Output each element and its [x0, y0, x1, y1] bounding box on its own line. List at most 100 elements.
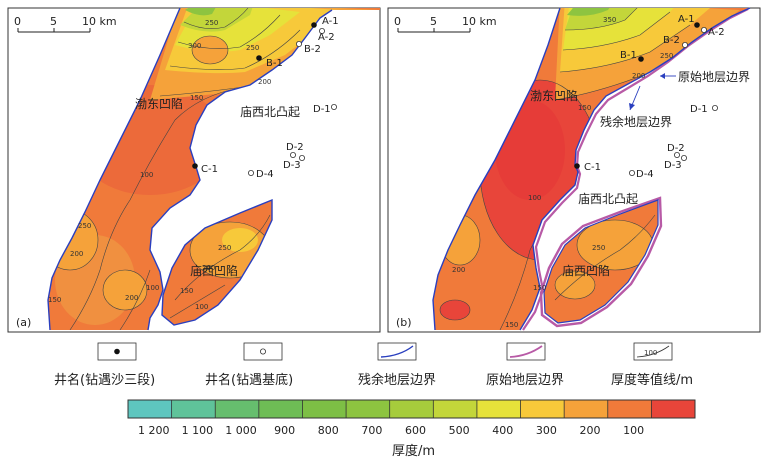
- contour-label: 250: [660, 52, 673, 60]
- well-label: B-1: [620, 50, 637, 61]
- well-label: D-2: [667, 143, 685, 154]
- legend-item-contour-line: 100 厚度等值线/m: [611, 342, 693, 388]
- contour-label: 250: [592, 244, 605, 252]
- well-marker-open: [674, 151, 681, 158]
- region-label-bodong: 渤东凹陷: [530, 88, 578, 103]
- colorbar-tick-label: 100: [623, 424, 644, 437]
- wells-a: A-1 A-2 B-1 B-2 C-1 D-1 D-2 D-3 D-4: [192, 16, 339, 180]
- colorbar-swatch: [607, 400, 652, 418]
- panel-b: 0 5 10 km: [387, 7, 761, 333]
- well-label: D-4: [636, 169, 654, 180]
- well-label: A-1: [322, 16, 339, 27]
- well-marker-open: [330, 104, 337, 111]
- colorbar-ticks: 1 200 1 100 1 000 900 800 700 600 500 400 300 200 1…: [138, 400, 652, 437]
- contour-label: 100: [146, 284, 159, 292]
- legend-item-open-circle: 井名(钻遇基底): [205, 342, 293, 388]
- well-label: D-1: [690, 104, 708, 115]
- well-marker-open: [682, 42, 689, 49]
- contour-label: 250: [246, 44, 259, 52]
- colorbar-tick-label: 700: [361, 424, 382, 437]
- contour-label: 200: [202, 264, 215, 272]
- wells-b: A-1 A-2 B-1 B-2 C-1 D-1 D-2 D-3 D-4: [574, 14, 725, 180]
- well-marker-open: [318, 27, 325, 34]
- colorbar-tick-label: 200: [579, 424, 600, 437]
- colorbar-swatch: [215, 400, 260, 418]
- annotation-residual-boundary: 残余地层边界: [600, 85, 672, 129]
- well-marker-filled: [311, 22, 317, 28]
- region-label-miaoxi: 庙西凹陷: [562, 263, 610, 278]
- contour-label: 200: [258, 78, 271, 86]
- scale-tick-10: 10 km: [462, 15, 497, 28]
- legend-contour-sample: 100: [644, 349, 657, 357]
- contour-label: 150: [180, 287, 193, 295]
- residual-boundary-b-sub: [543, 199, 659, 324]
- colorbar-tick-label: 500: [449, 424, 470, 437]
- legend-label: 原始地层边界: [486, 373, 564, 388]
- contour-label: 350: [603, 16, 616, 24]
- well-marker-filled: [256, 55, 262, 61]
- contour-label: 150: [190, 94, 203, 102]
- well-label: C-1: [584, 162, 601, 173]
- contour-label: 150: [533, 284, 546, 292]
- well-label: A-2: [318, 32, 335, 43]
- colorbar-swatch: [389, 400, 434, 418]
- well-label: D-2: [286, 142, 304, 153]
- colorbar-swatch: [520, 400, 565, 418]
- region-label-miaoxi: 庙西凹陷: [190, 263, 238, 278]
- scale-tick-0: 0: [394, 15, 401, 28]
- well-marker-filled: [574, 163, 580, 169]
- colorbar-tick-label: 1 000: [225, 424, 257, 437]
- region-label-miaoxibei: 庙西北凸起: [240, 105, 300, 119]
- panel-a: 0 5 10 km: [7, 7, 381, 333]
- annotation-text-original: 原始地层边界: [678, 70, 750, 84]
- colorbar: 1 200 1 100 1 000 900 800 700 600 500 400 300 200 1…: [127, 399, 696, 459]
- region-label-miaoxibei: 庙西北凸起: [578, 192, 638, 206]
- contour-label: 150: [578, 104, 591, 112]
- well-label: B-2: [663, 35, 680, 46]
- contour-label: 200: [125, 294, 138, 302]
- legend-item-blue-line: 残余地层边界: [358, 342, 436, 388]
- contour-label: 250: [218, 244, 231, 252]
- colorbar-tick-label: 400: [492, 424, 513, 437]
- panel-label-b: (b): [396, 316, 412, 329]
- legend: 井名(钻遇沙三段) 井名(钻遇基底) 残余地层边界 原始地层边界 100 厚度等…: [54, 342, 693, 388]
- well-marker-open: [298, 154, 305, 161]
- colorbar-swatch: [346, 400, 391, 418]
- contour-label: 200: [632, 72, 645, 80]
- well-marker-open: [681, 154, 688, 161]
- annotation-text-residual: 残余地层边界: [600, 114, 672, 129]
- legend-label: 残余地层边界: [358, 372, 436, 388]
- well-label: D-1: [313, 104, 331, 115]
- well-marker-open: [247, 169, 254, 176]
- colorbar-tick-label: 1 100: [182, 424, 214, 437]
- well-label: A-2: [708, 27, 725, 38]
- contour-label: 100: [528, 194, 541, 202]
- scale-bar-a: 0 5 10 km: [14, 15, 117, 33]
- legend-label: 井名(钻遇基底): [205, 372, 293, 388]
- panel-label-a: (a): [16, 316, 31, 329]
- contour-label: 150: [48, 296, 61, 304]
- scale-tick-5: 5: [430, 15, 437, 28]
- contour-label: 300: [188, 42, 201, 50]
- legend-item-filled-dot: 井名(钻遇沙三段): [54, 342, 155, 388]
- contour-label: 150: [505, 321, 518, 329]
- legend-item-purple-line: 原始地层边界: [486, 342, 564, 388]
- scale-tick-0: 0: [14, 15, 21, 28]
- well-label: A-1: [678, 14, 695, 25]
- well-label: C-1: [201, 164, 218, 175]
- well-label: D-4: [256, 169, 274, 180]
- colorbar-swatch: [171, 400, 216, 418]
- colorbar-swatch: [128, 400, 173, 418]
- colorbar-title: 厚度/m: [392, 443, 435, 459]
- contour-label: 200: [452, 266, 465, 274]
- well-marker-filled: [192, 163, 198, 169]
- contour-label: 250: [205, 19, 218, 27]
- well-label: B-1: [266, 58, 283, 69]
- colorbar-tick-label: 1 200: [138, 424, 170, 437]
- colorbar-swatch: [564, 400, 609, 418]
- original-boundary-b-sub: [539, 196, 663, 328]
- well-marker-open: [289, 151, 296, 158]
- well-marker-filled: [694, 22, 700, 28]
- colorbar-tick-label: 600: [405, 424, 426, 437]
- scale-tick-5: 5: [50, 15, 57, 28]
